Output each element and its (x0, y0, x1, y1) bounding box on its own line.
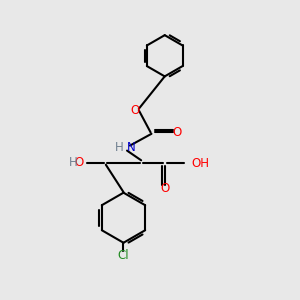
Text: H: H (69, 156, 78, 169)
Text: O: O (74, 156, 84, 169)
Text: OH: OH (191, 157, 209, 170)
Text: O: O (131, 104, 140, 117)
Text: O: O (160, 182, 169, 195)
Text: H: H (115, 141, 124, 154)
Text: O: O (172, 126, 181, 139)
Text: N: N (127, 141, 136, 154)
Text: Cl: Cl (118, 249, 129, 262)
